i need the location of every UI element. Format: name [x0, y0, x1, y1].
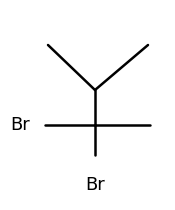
Text: Br: Br [10, 116, 30, 134]
Text: Br: Br [85, 176, 105, 194]
